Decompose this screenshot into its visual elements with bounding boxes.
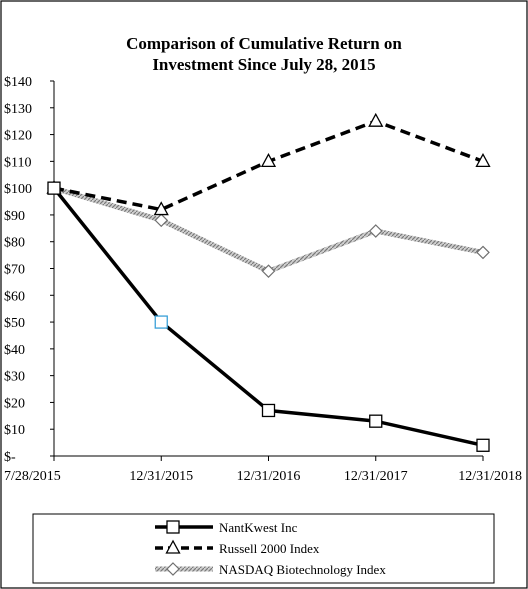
legend-marker bbox=[165, 539, 181, 554]
legend-label: NASDAQ Biotechnology Index bbox=[219, 562, 386, 577]
legend: NantKwest Inc Russell 2000 Index NASDAQ Bi… bbox=[155, 520, 386, 577]
x-tick-label: 12/31/2018 bbox=[458, 469, 522, 484]
legend-entry: NASDAQ Biotechnology Index bbox=[155, 562, 386, 577]
data-point bbox=[368, 112, 384, 127]
series-square bbox=[47, 181, 490, 452]
data-point bbox=[475, 152, 491, 168]
legend-entry: NantKwest Inc bbox=[155, 520, 298, 535]
y-tick-label: $140 bbox=[4, 75, 32, 90]
data-point bbox=[369, 414, 383, 428]
series-layer bbox=[46, 112, 491, 452]
y-tick-label: $40 bbox=[4, 343, 25, 358]
y-tick-label: $130 bbox=[4, 102, 32, 117]
data-point bbox=[476, 438, 490, 452]
y-axis: $- $10 $20 $30 $40 $50 $60 $70 $80 $90 $100 $110 $12… bbox=[4, 75, 55, 465]
chart-title-line-2: Investment Since July 28, 2015 bbox=[152, 55, 375, 74]
series-diamond bbox=[47, 181, 490, 279]
x-tick-label: 7/28/2015 bbox=[4, 469, 61, 484]
legend-entry: Russell 2000 Index bbox=[155, 539, 320, 556]
y-tick-label: $30 bbox=[4, 370, 25, 385]
data-point bbox=[47, 181, 61, 195]
legend-label: NantKwest Inc bbox=[219, 520, 298, 535]
data-point bbox=[153, 201, 169, 216]
y-tick-label: $110 bbox=[4, 155, 31, 170]
chart-title-line-1: Comparison of Cumulative Return on bbox=[126, 34, 402, 53]
data-point bbox=[368, 224, 383, 238]
data-point bbox=[154, 315, 168, 329]
y-tick-label: $80 bbox=[4, 236, 25, 251]
data-point bbox=[260, 152, 277, 168]
legend-marker bbox=[166, 520, 180, 534]
y-tick-label: $- bbox=[4, 450, 16, 465]
y-tick-label: $120 bbox=[4, 129, 32, 144]
y-tick-label: $20 bbox=[4, 396, 25, 411]
legend-box bbox=[32, 513, 495, 584]
data-point bbox=[261, 403, 276, 418]
y-tick-label: $90 bbox=[4, 209, 25, 224]
y-tick-label: $70 bbox=[4, 263, 25, 278]
y-tick-label: $100 bbox=[4, 182, 32, 197]
x-tick-label: 12/31/2016 bbox=[237, 469, 301, 484]
x-tick-label: 12/31/2017 bbox=[344, 469, 408, 484]
data-point bbox=[154, 213, 169, 228]
y-tick-label: $10 bbox=[4, 423, 25, 438]
x-axis: 7/28/2015 12/31/2015 12/31/2016 12/31/2017 1… bbox=[4, 455, 522, 484]
y-tick-label: $50 bbox=[4, 316, 25, 331]
legend-marker bbox=[166, 562, 180, 576]
x-tick-label: 12/31/2015 bbox=[129, 469, 193, 484]
y-tick-label: $60 bbox=[4, 289, 25, 304]
data-point bbox=[261, 264, 276, 279]
data-point bbox=[476, 245, 490, 260]
legend-label: Russell 2000 Index bbox=[219, 541, 320, 556]
